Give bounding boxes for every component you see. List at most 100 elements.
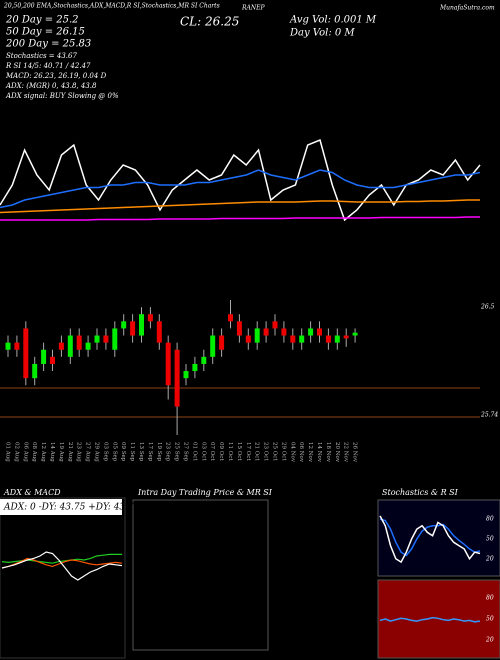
x-tick-label: 11 Oct xyxy=(227,442,233,461)
candle-body xyxy=(121,321,127,329)
annotation: 20 Day = 25.2 xyxy=(5,15,79,26)
x-tick-label: 23 Oct xyxy=(263,442,269,461)
x-tick-label: 06 Nov xyxy=(298,442,304,463)
adx-panel xyxy=(0,497,126,659)
candle-body xyxy=(139,314,144,336)
x-tick-label: 11 Sep xyxy=(129,442,135,462)
x-tick-label: 19 Sep xyxy=(156,442,162,462)
x-tick-label: 01 Oct xyxy=(191,442,197,461)
x-tick-label: 06 Aug xyxy=(22,442,28,462)
site: MunafaSutra.com xyxy=(439,5,495,12)
candle-body xyxy=(352,332,358,336)
annotation: 200 Day = 25.83 xyxy=(5,39,91,50)
series-line xyxy=(0,138,481,222)
annotation: Stochastics = 43.67 xyxy=(6,52,77,60)
candle-body xyxy=(263,328,269,336)
candle-body xyxy=(174,349,180,407)
panel-title: Intra Day Trading Price & MR SI xyxy=(137,488,273,497)
candle-body xyxy=(67,335,73,357)
annotation: ADX signal: BUY Slowing @ 0% xyxy=(5,92,119,100)
series-line xyxy=(379,518,481,557)
annotation: ADX: (MGR) 0, 43.8, 43.8 xyxy=(5,82,97,90)
candle-body xyxy=(5,342,11,350)
x-tick-label: 12 Nov xyxy=(307,442,313,463)
candle-body xyxy=(94,335,100,343)
x-tick-label: 21 Aug xyxy=(67,442,73,462)
x-tick-label: 02 Aug xyxy=(13,442,19,462)
candle-body xyxy=(147,314,153,322)
x-tick-label: 12 Aug xyxy=(40,442,46,462)
x-tick-label: 17 Sep xyxy=(147,442,153,462)
x-tick-label: 09 Sep xyxy=(120,442,126,462)
x-tick-label: 17 Oct xyxy=(245,442,251,461)
panel-title: ADX & MACD xyxy=(3,488,61,497)
symbol: RANEP xyxy=(241,5,265,12)
candle-body xyxy=(156,321,162,343)
series-line xyxy=(379,616,481,623)
x-tick-label: 01 Aug xyxy=(5,442,11,462)
candle-body xyxy=(76,335,82,350)
candle-body xyxy=(103,335,109,343)
y-tick-label: 50 xyxy=(486,536,494,543)
header-title: 20,50,200 EMA,Stochastics,ADX,MACD,R SI,… xyxy=(3,3,220,10)
candle-body xyxy=(254,328,260,343)
x-tick-label: 23 Sep xyxy=(165,442,171,462)
candle-body xyxy=(183,371,189,379)
y-tick-label: 26.5 xyxy=(480,304,495,311)
x-tick-label: 13 Sep xyxy=(138,442,144,462)
x-tick-label: 27 Aug xyxy=(85,442,91,462)
x-tick-label: 04 Nov xyxy=(289,442,295,463)
x-tick-label: 20 Nov xyxy=(334,442,340,463)
candle-body xyxy=(210,335,216,357)
candle-body xyxy=(236,321,242,336)
x-tick-label: 29 Oct xyxy=(280,442,286,461)
panel-title: Stochastics & R SI xyxy=(382,488,459,497)
candle-body xyxy=(299,335,305,343)
x-tick-label: 25 Sep xyxy=(174,442,180,462)
x-tick-label: 14 Nov xyxy=(316,442,322,463)
x-tick-label: 25 Oct xyxy=(272,442,278,461)
candle-body xyxy=(192,363,198,372)
candle-body xyxy=(165,342,171,386)
x-tick-label: 14 Aug xyxy=(49,442,55,462)
x-tick-label: 23 Aug xyxy=(76,442,82,462)
x-tick-label: 05 Sep xyxy=(111,442,117,462)
x-tick-label: 08 Aug xyxy=(31,442,37,462)
y-tick-label: 80 xyxy=(486,595,494,602)
x-tick-label: 27 Sep xyxy=(183,442,189,462)
candle-body xyxy=(272,321,278,329)
candle-body xyxy=(343,335,349,339)
x-tick-label: 03 Sep xyxy=(102,442,108,462)
candle-body xyxy=(112,328,118,350)
y-tick-label: 80 xyxy=(486,516,494,523)
candle-body xyxy=(219,335,225,350)
candle-body xyxy=(325,335,331,343)
candle-body xyxy=(85,342,91,350)
series-line xyxy=(0,169,481,209)
y-tick-label: 50 xyxy=(486,616,494,623)
series-line xyxy=(0,199,480,214)
y-tick-label: 20 xyxy=(485,637,494,644)
candle-body xyxy=(308,328,314,336)
candle-body xyxy=(32,363,38,379)
close-label: CL: 26.25 xyxy=(180,15,239,29)
candle-body xyxy=(334,335,340,343)
intraday-panel xyxy=(132,499,269,651)
candle-body xyxy=(281,328,287,336)
candle-body xyxy=(228,314,233,322)
candle-body xyxy=(41,349,47,364)
x-tick-label: 15 Oct xyxy=(236,442,242,461)
candle-body xyxy=(245,335,251,343)
x-tick-label: 22 Nov xyxy=(343,442,349,463)
candle-body xyxy=(317,328,322,336)
candle-body xyxy=(201,356,207,364)
series-line xyxy=(1,557,123,569)
annotation: Day Vol: 0 M xyxy=(289,28,355,39)
x-tick-label: 26 Nov xyxy=(352,442,358,463)
candle-body xyxy=(130,321,136,336)
y-tick-label: 25.74 xyxy=(480,412,498,419)
candle-body xyxy=(58,342,64,350)
adx-label-box xyxy=(0,499,122,515)
x-tick-label: 19 Aug xyxy=(58,442,64,462)
